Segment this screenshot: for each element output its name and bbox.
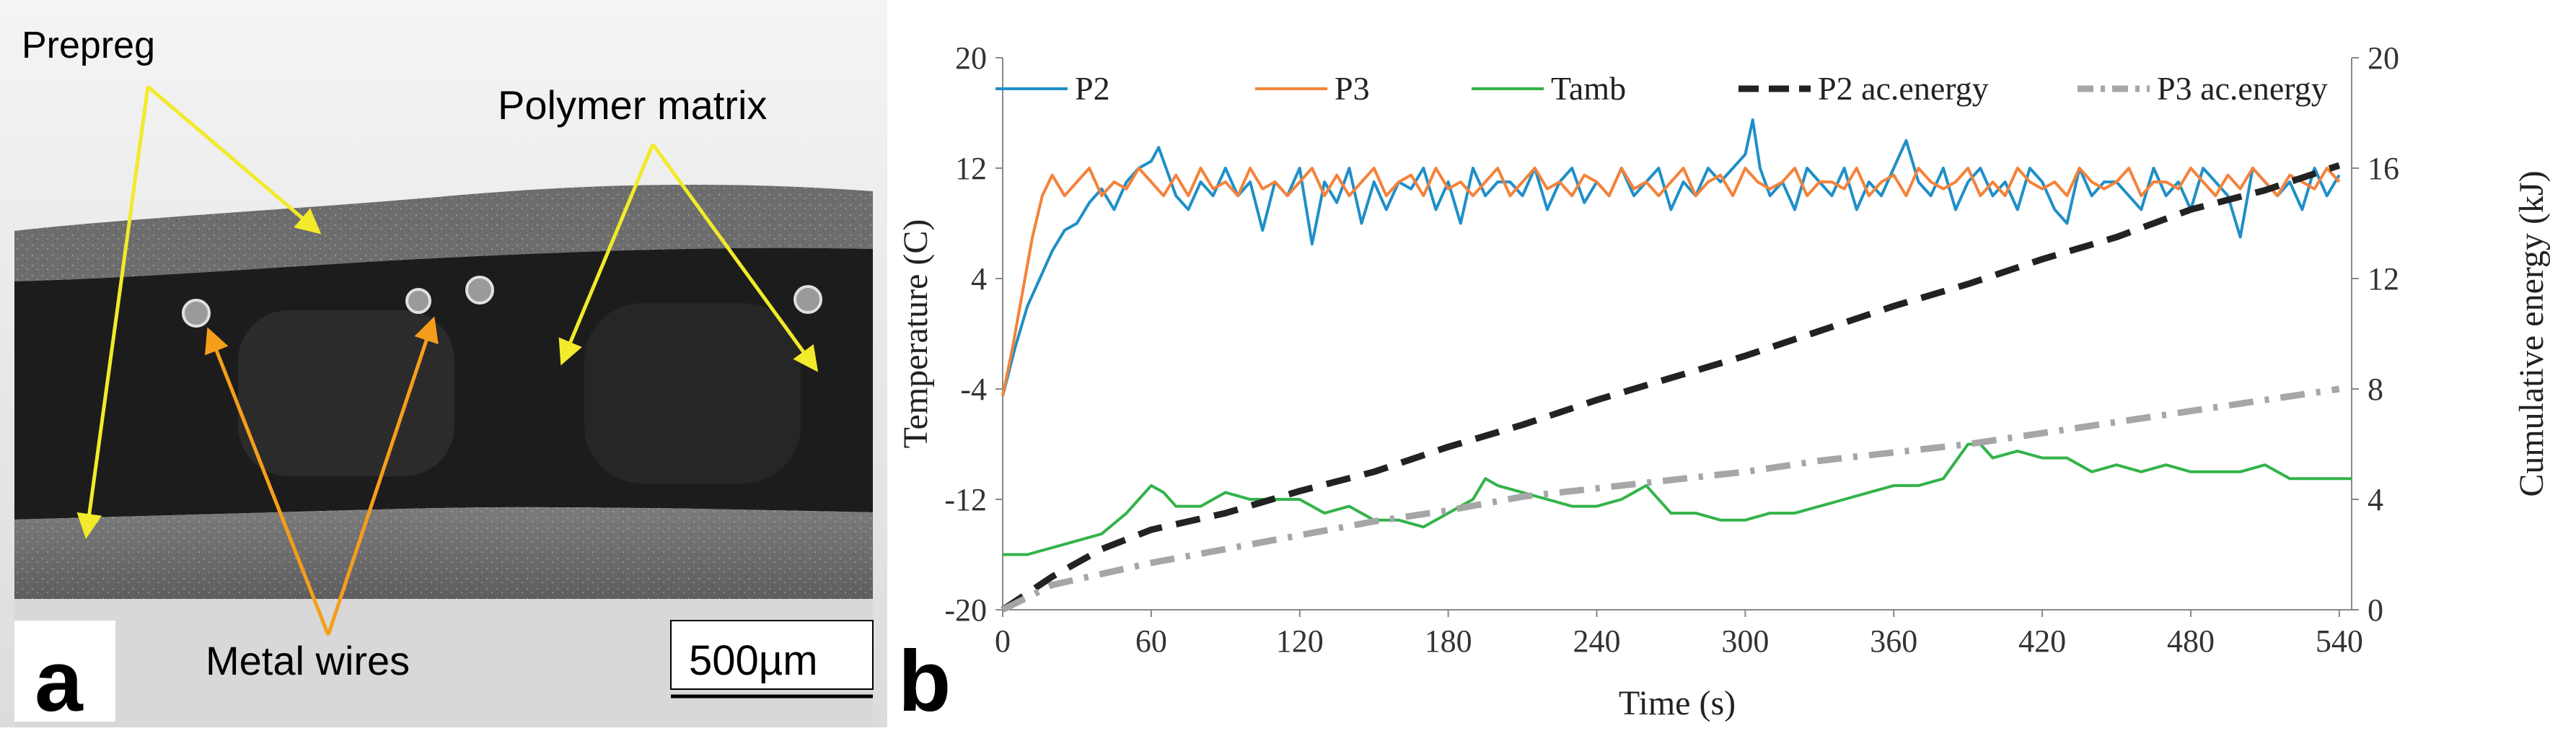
label-prepreg: Prepreg	[22, 25, 155, 66]
arrow-wire-right	[326, 316, 439, 636]
right-y-tick-label: 20	[2368, 40, 2399, 76]
arrow-prepreg-upper	[146, 85, 322, 235]
label-metal-wires: Metal wires	[206, 638, 410, 683]
panel-letter-b: b	[898, 633, 951, 727]
x-tick-label: 180	[1425, 623, 1472, 659]
metal-wire-2	[405, 288, 431, 314]
panel-letter-a: a	[35, 633, 84, 727]
arrow-polymer-left	[558, 144, 655, 366]
x-tick-label: 120	[1276, 623, 1324, 659]
legend-label: P2 ac.energy	[1818, 70, 1989, 107]
arrow-prepreg-lower	[76, 86, 150, 539]
panel-letter-bg	[14, 621, 115, 722]
right-y-axis-title: Cumulative energy (kJ)	[2513, 170, 2551, 496]
left-y-tick-label: -20	[944, 592, 987, 628]
series-line-tamb	[1003, 442, 2352, 556]
series-line-p2-ac-energy	[1001, 162, 2341, 613]
matrix-region-2	[584, 303, 801, 483]
x-tick-label: 240	[1573, 623, 1620, 659]
x-tick-label: 300	[1721, 623, 1769, 659]
metal-wire-1	[182, 299, 211, 328]
left-y-tick-label: 4	[971, 261, 987, 297]
scale-bar-box	[670, 620, 874, 690]
right-y-tick-label: 8	[2368, 372, 2383, 407]
label-polymer-matrix: Polymer matrix	[498, 82, 767, 128]
legend-label: P3	[1335, 70, 1370, 107]
x-tick-label: 360	[1870, 623, 1917, 659]
legend-label: P2	[1075, 70, 1110, 107]
right-y-tick-label: 12	[2368, 261, 2399, 297]
left-y-tick-label: 20	[955, 40, 987, 76]
series-line-p2	[1001, 118, 2341, 397]
right-y-tick-label: 16	[2368, 151, 2399, 186]
left-y-tick-label: 12	[955, 151, 987, 186]
x-tick-label: 420	[2018, 623, 2066, 659]
left-y-axis-title: Temperature (C)	[897, 219, 935, 449]
micrograph-figure: Prepreg Polymer matrix Metal wires 500µm…	[0, 0, 887, 730]
legend-label: Tamb	[1551, 70, 1626, 107]
x-axis-title: Time (s)	[1619, 684, 1736, 722]
series-line-p3-ac-energy	[1001, 385, 2340, 613]
legend-label: P3 ac.energy	[2157, 70, 2328, 107]
panel-b: 0 60 120 180 240 300 360 420 480 540 -20 -12 -4 4 12 20…	[887, 0, 2576, 730]
metal-wire-4	[794, 285, 822, 314]
scale-bar-label: 500µm	[689, 637, 818, 684]
left-y-tick-label: -4	[960, 372, 987, 407]
x-tick-label: 480	[2167, 623, 2215, 659]
arrow-polymer-right	[651, 143, 819, 372]
matrix-region-1	[238, 310, 454, 476]
arrow-wire-left	[204, 327, 330, 636]
lower-prepreg-texture	[14, 507, 873, 599]
series-line-p3	[1001, 167, 2341, 397]
x-tick-label: 540	[2316, 623, 2363, 659]
upper-prepreg-texture	[14, 184, 873, 281]
panel-a: Prepreg Polymer matrix Metal wires 500µm…	[0, 0, 887, 730]
x-tick-label: 0	[995, 623, 1011, 659]
left-y-tick-label: -12	[944, 482, 987, 517]
x-tick-label: 60	[1135, 623, 1167, 659]
metal-wire-3	[465, 276, 494, 305]
right-y-tick-label: 4	[2368, 482, 2383, 517]
temperature-energy-chart: 0 60 120 180 240 300 360 420 480 540-20-12-441220…	[897, 40, 2551, 730]
right-y-tick-label: 0	[2368, 592, 2383, 628]
